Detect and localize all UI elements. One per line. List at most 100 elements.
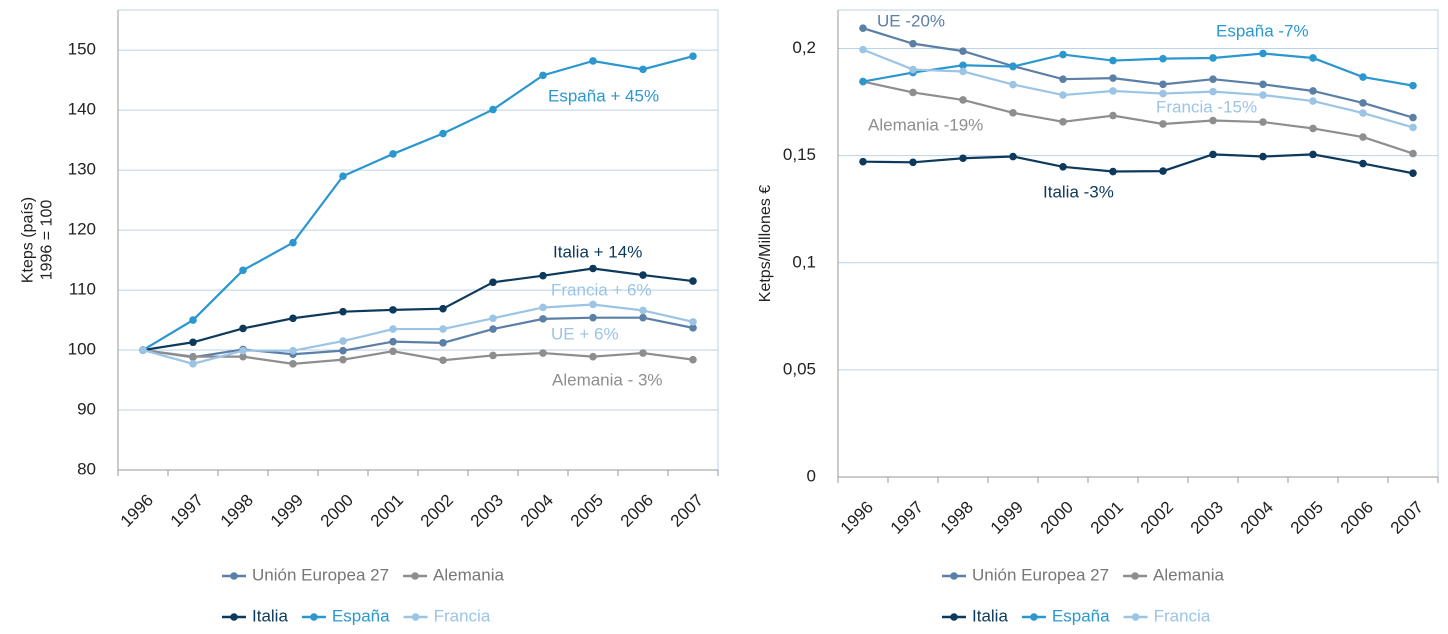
y-tick-label: 150 — [68, 40, 96, 59]
data-point — [439, 339, 447, 347]
data-point — [289, 238, 297, 247]
x-tick-label: 2007 — [667, 491, 707, 531]
legend-label: Francia — [1154, 606, 1211, 625]
data-point — [439, 356, 447, 365]
x-tick-label: 2001 — [1087, 498, 1127, 538]
y-tick-label: 110 — [69, 280, 96, 299]
y-tick-label: 80 — [77, 459, 96, 478]
data-point — [239, 324, 247, 333]
data-point — [189, 360, 197, 368]
annotation: Francia -15% — [1156, 97, 1257, 116]
data-point — [1009, 80, 1017, 89]
data-point — [489, 105, 497, 114]
data-point — [959, 96, 967, 104]
y-tick-label: 120 — [68, 220, 96, 239]
y-axis-label: 1996 = 100 — [39, 200, 56, 281]
x-tick-label: 2005 — [1287, 498, 1327, 538]
plot-frame — [837, 9, 1439, 478]
x-tick-label: 2004 — [1237, 498, 1277, 538]
data-point — [909, 158, 917, 167]
data-point — [189, 316, 197, 324]
annotation: UE -20% — [877, 11, 945, 30]
data-point — [859, 157, 867, 166]
legend-swatch — [1131, 572, 1139, 580]
data-point — [1409, 113, 1417, 122]
y-tick-label: 0 — [807, 466, 816, 485]
series-line — [862, 80, 1414, 155]
data-point — [239, 266, 247, 275]
data-point — [689, 324, 697, 332]
series-line — [142, 348, 694, 365]
x-tick-label: 1996 — [837, 498, 877, 538]
y-tick-label: 140 — [68, 100, 96, 119]
legend-label: Italia — [972, 606, 1008, 625]
data-point — [689, 52, 697, 60]
data-point — [1159, 80, 1167, 89]
data-point — [139, 346, 147, 354]
data-point — [909, 39, 917, 48]
data-point — [1309, 150, 1317, 159]
data-point — [1309, 124, 1317, 133]
x-tick-label: 2000 — [1037, 498, 1077, 538]
data-point — [1259, 91, 1267, 99]
legend-label: España — [1052, 606, 1110, 625]
data-point — [909, 88, 917, 97]
data-point — [339, 337, 347, 345]
annotation: Italia + 14% — [553, 242, 642, 261]
legend-swatch — [310, 613, 318, 621]
series-line — [862, 48, 1414, 129]
data-point — [1409, 149, 1417, 158]
legend-swatch — [230, 572, 238, 580]
data-point — [1109, 167, 1117, 176]
data-point — [639, 306, 647, 315]
data-point — [439, 129, 447, 138]
legend-swatch — [411, 572, 419, 580]
data-point — [1159, 120, 1167, 128]
annotation: Italia -3% — [1043, 182, 1114, 201]
legend-label: Francia — [434, 606, 491, 625]
legend-label: Unión Europea 27 — [252, 565, 389, 584]
data-point — [339, 346, 347, 355]
data-point — [339, 172, 347, 180]
data-point — [539, 315, 547, 323]
x-tick-label: 2003 — [467, 491, 507, 531]
data-point — [189, 338, 197, 347]
data-point — [1209, 75, 1217, 83]
data-point — [1309, 97, 1317, 105]
x-tick-label: 2006 — [1337, 498, 1377, 538]
annotation: UE + 6% — [551, 324, 619, 343]
data-point — [1209, 116, 1217, 125]
series-line — [142, 316, 694, 359]
legend-swatch — [950, 613, 958, 621]
data-point — [539, 349, 547, 357]
data-point — [1009, 109, 1017, 117]
series-line — [142, 267, 694, 352]
data-point — [389, 150, 397, 158]
data-point — [589, 313, 597, 322]
x-tick-label: 1999 — [987, 498, 1027, 538]
data-point — [589, 57, 597, 65]
data-point — [1359, 99, 1367, 107]
x-tick-label: 2007 — [1387, 498, 1427, 538]
x-tick-label: 2004 — [517, 491, 557, 531]
data-point — [1209, 87, 1217, 96]
x-tick-label: 2005 — [567, 491, 607, 531]
data-point — [1209, 150, 1217, 159]
data-point — [289, 314, 297, 323]
x-tick-label: 1997 — [887, 498, 927, 538]
data-point — [589, 264, 597, 273]
data-point — [1259, 49, 1267, 58]
data-point — [189, 352, 197, 361]
x-tick-label: 2006 — [617, 491, 657, 531]
x-tick-label: 1996 — [117, 491, 157, 531]
data-point — [1359, 159, 1367, 168]
data-point — [1409, 81, 1417, 90]
data-point — [1409, 169, 1417, 178]
data-point — [1059, 118, 1067, 126]
data-point — [1059, 50, 1067, 59]
data-point — [539, 303, 547, 312]
data-point — [489, 351, 497, 360]
legend-label: Alemania — [433, 565, 504, 584]
data-point — [289, 346, 297, 355]
